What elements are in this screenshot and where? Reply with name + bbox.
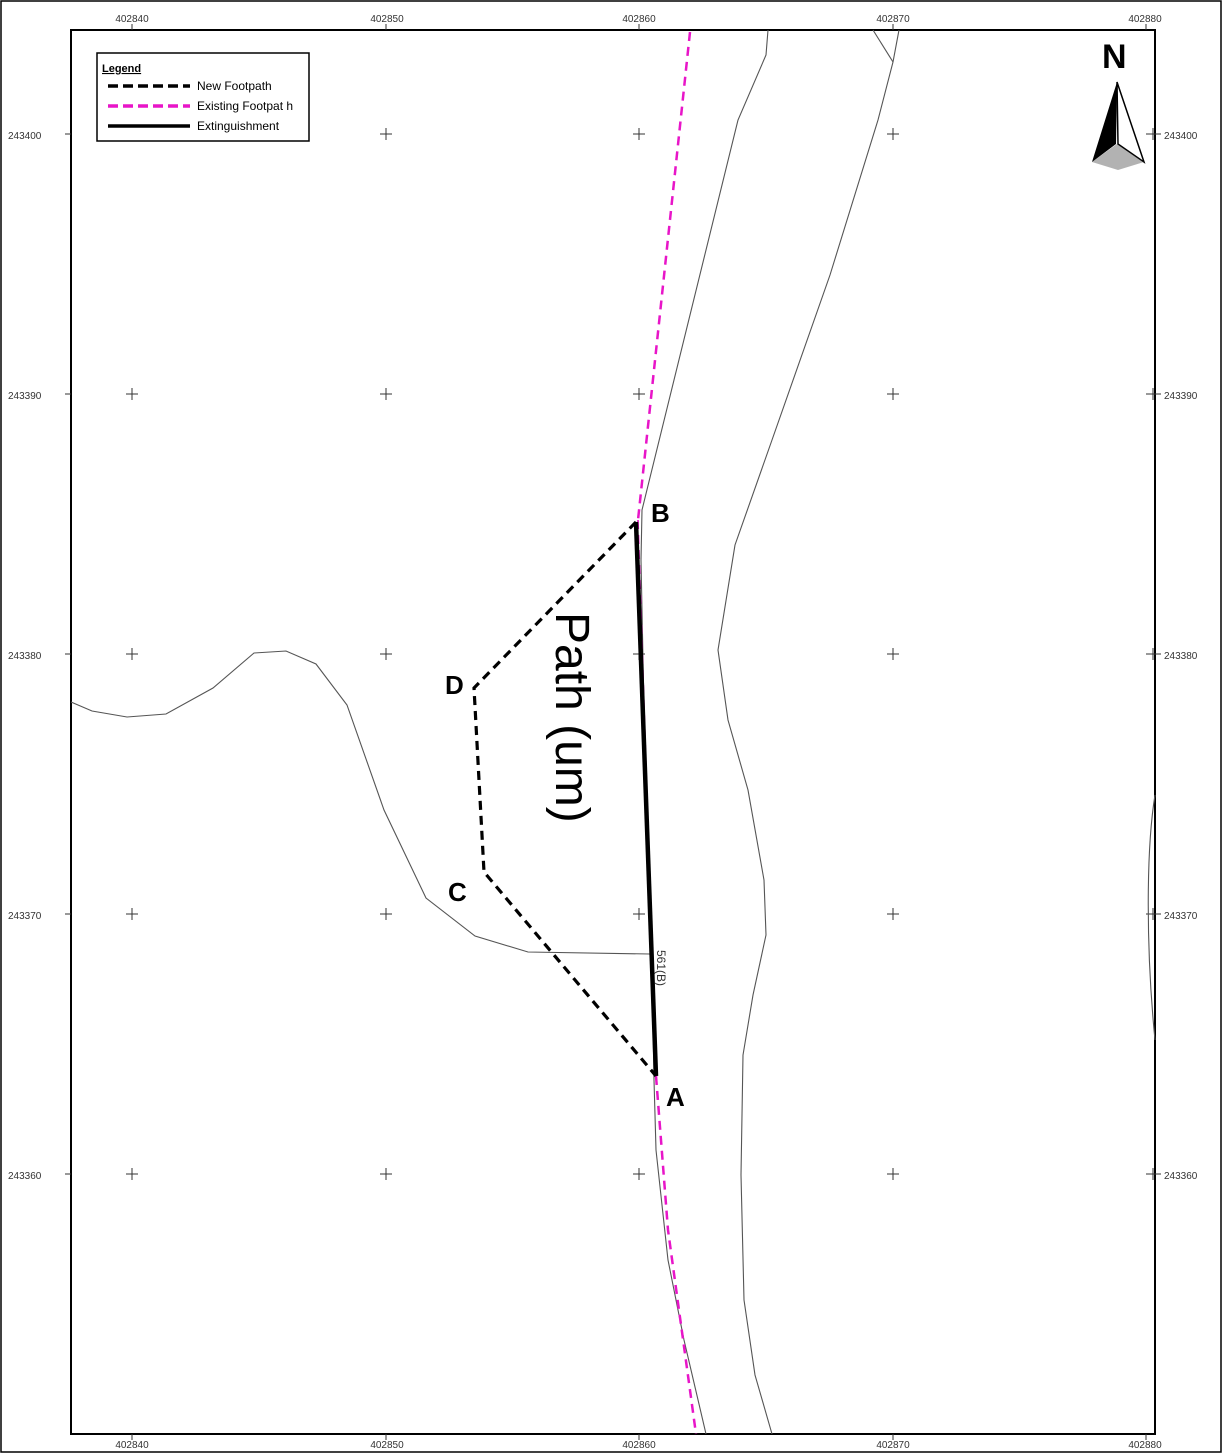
bottom-tick-label: 402850: [370, 1440, 404, 1451]
grid-cross: [887, 388, 899, 400]
left-tick-labels: 243400 243390 243380 243370 243360: [8, 131, 42, 1182]
grid-cross: [380, 908, 392, 920]
grid-cross: [633, 388, 645, 400]
existing-footpath-south: [654, 1075, 698, 1435]
field-boundary: [70, 650, 651, 955]
top-tick-label: 402840: [115, 14, 149, 25]
legend-title: Legend: [102, 63, 141, 75]
right-tick-label: 243370: [1164, 911, 1198, 922]
right-tick-label: 243360: [1164, 1171, 1198, 1182]
edge-ticks: [65, 24, 1161, 1440]
left-tick-label: 243380: [8, 651, 42, 662]
bottom-tick-label: 402870: [876, 1440, 910, 1451]
grid-cross: [380, 1168, 392, 1180]
edge-tick: [1146, 388, 1160, 400]
right-tick-label: 243390: [1164, 391, 1198, 402]
existing-footpath-north: [636, 31, 692, 521]
bottom-tick-label: 402860: [622, 1440, 656, 1451]
left-tick-label: 243370: [8, 911, 42, 922]
grid-cross: [887, 128, 899, 140]
grid-cross: [633, 1168, 645, 1180]
path-label: Path (um): [545, 612, 598, 823]
edge-tick: [1146, 128, 1160, 140]
grid-cross: [633, 128, 645, 140]
north-arrow-light: [1116, 81, 1146, 164]
bottom-tick-labels: 402840 402850 402860 402870 402880: [115, 1440, 1162, 1451]
grid-cross: [126, 908, 138, 920]
point-label-c: C: [448, 877, 467, 907]
left-tick-label: 243390: [8, 391, 42, 402]
left-tick-label: 243360: [8, 1171, 42, 1182]
north-arrow-shadow: [1092, 82, 1117, 162]
grid-cross: [887, 648, 899, 660]
grid-cross: [126, 1168, 138, 1180]
grid-cross: [126, 648, 138, 660]
legend-label-existing-footpath: Existing Footpat h: [197, 99, 293, 113]
top-tick-label: 402850: [370, 14, 404, 25]
grid-cross: [380, 388, 392, 400]
map-frame: [70, 29, 1156, 1435]
grid-cross: [126, 388, 138, 400]
grid-cross: [380, 128, 392, 140]
edge-tick: [1146, 1168, 1160, 1180]
legend: Legend New Footpath Existing Footpat h E…: [96, 52, 310, 142]
top-tick-label: 402870: [876, 14, 910, 25]
right-tick-labels: 243400 243390 243380 243370 243360: [1164, 131, 1198, 1182]
point-label-a: A: [666, 1082, 685, 1112]
right-edge-feature: [1147, 794, 1156, 1041]
legend-label-extinguishment: Extinguishment: [197, 119, 280, 133]
path-ref-label: 561(B): [654, 950, 668, 986]
road-edge-east: [717, 29, 900, 1435]
legend-label-new-footpath: New Footpath: [197, 79, 272, 93]
top-tick-label: 402860: [622, 14, 656, 25]
bottom-tick-label: 402880: [1128, 1440, 1162, 1451]
point-label-d: D: [445, 670, 464, 700]
top-tick-label: 402880: [1128, 14, 1162, 25]
left-tick-label: 243400: [8, 131, 42, 142]
north-label: N: [1102, 38, 1127, 76]
point-label-b: B: [651, 498, 670, 528]
grid-cross: [633, 908, 645, 920]
edge-tick: [1146, 648, 1160, 660]
right-tick-label: 243400: [1164, 131, 1198, 142]
right-tick-label: 243380: [1164, 651, 1198, 662]
top-tick-labels: 402840 402850 402860 402870 402880: [115, 14, 1162, 25]
extinguishment-line: [633, 521, 659, 1077]
grid-cross: [380, 648, 392, 660]
grid-cross: [887, 1168, 899, 1180]
top-right-boundary: [872, 29, 894, 63]
north-arrow-tail: [1092, 144, 1144, 170]
north-arrow: N: [1092, 38, 1146, 170]
grid-cross: [887, 908, 899, 920]
bottom-tick-label: 402840: [115, 1440, 149, 1451]
